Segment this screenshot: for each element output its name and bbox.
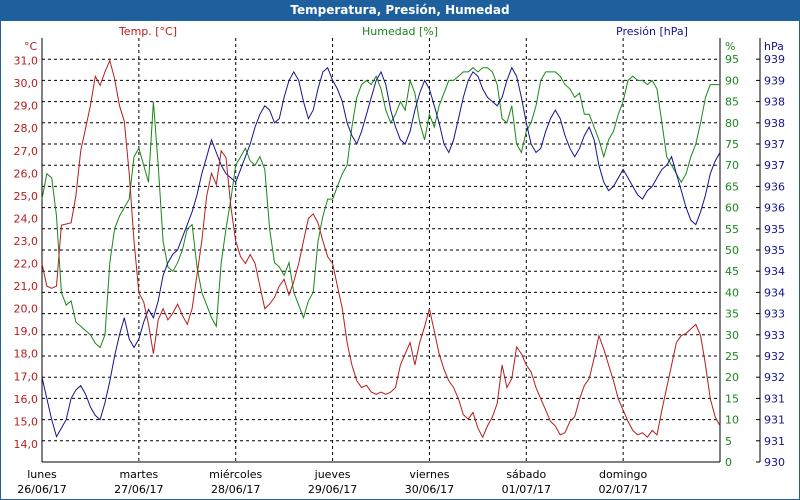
humidity-tick-label: 5 [725,435,732,448]
pressure-tick-label: 933 [764,329,785,342]
humidity-axis: 0 5 10 15 20 25 30 35 40 45 50 55 60 65 70 75 80 85 90 95% [725,40,739,469]
humidity-tick-label: 45 [725,265,739,278]
humidity-tick-label: 50 [725,244,739,257]
day-label: viernes [409,468,449,481]
temp-unit: °C [24,40,38,53]
humidity-unit: % [725,40,735,53]
temp-tick-label: 15,0 [14,415,39,428]
day-label: martes [119,468,158,481]
pressure-tick-label: 935 [764,244,785,257]
humidity-tick-label: 10 [725,414,739,427]
pressure-tick-label: 938 [764,96,785,109]
pressure-tick-label: 931 [764,435,785,448]
date-label: 29/06/17 [308,483,357,496]
temp-tick-label: 16,0 [14,393,39,406]
temp-tick-label: 17,0 [14,370,39,383]
humidity-tick-label: 30 [725,329,739,342]
temp-tick-label: 19,0 [14,325,39,338]
humidity-tick-label: 15 [725,392,739,405]
temp-tick-label: 23,0 [14,235,39,248]
pressure-tick-label: 930 [764,456,785,469]
temp-tick-label: 30,0 [14,77,39,90]
pressure-series-label: Presión [hPa] [616,25,688,38]
humidity-tick-label: 20 [725,371,739,384]
pressure-tick-label: 931 [764,392,785,405]
temperature-line [41,59,721,439]
temp-tick-label: 24,0 [14,212,39,225]
pressure-tick-label: 937 [764,138,785,151]
pressure-axis: 930 931 931 931 932 932 933 933 934 934 935 935 936 9… [756,38,785,469]
series [41,59,721,439]
date-label: 01/07/17 [502,483,551,496]
temp-series-label: Temp. [°C] [118,25,177,38]
temp-tick-label: 22,0 [14,258,39,271]
pressure-tick-label: 937 [764,159,785,172]
humidity-series-label: Humedad [%] [362,25,438,38]
humidity-tick-label: 60 [725,202,739,215]
pressure-tick-label: 935 [764,223,785,236]
humidity-tick-label: 80 [725,117,739,130]
date-axis: lunes 26/06/17 martes 27/06/17 miércoles 28/0… [17,468,648,496]
temperature-axis: 14,0 15,0 16,0 17,0 18,0 19,0 20,0 21,0 22,0 23,0… [14,40,39,451]
day-label: domingo [599,468,647,481]
day-label: miércoles [209,468,262,481]
temp-tick-label: 29,0 [14,100,39,113]
temp-tick-label: 18,0 [14,348,39,361]
pressure-tick-label: 936 [764,180,785,193]
pressure-tick-label: 931 [764,414,785,427]
date-label: 28/06/17 [211,483,260,496]
pressure-tick-label: 932 [764,350,785,363]
series-labels: Temp. [°C] Humedad [%] Presión [hPa] [118,25,688,38]
humidity-tick-label: 40 [725,286,739,299]
humidity-tick-label: 65 [725,180,739,193]
date-label: 26/06/17 [17,483,66,496]
chart-title: Temperatura, Presión, Humedad [0,0,800,20]
humidity-tick-label: 75 [725,138,739,151]
pressure-tick-label: 939 [764,74,785,87]
humidity-line [41,67,720,349]
humidity-tick-label: 35 [725,308,739,321]
pressure-tick-label: 933 [764,308,785,321]
date-label: 30/06/17 [405,483,454,496]
pressure-tick-label: 932 [764,371,785,384]
humidity-tick-label: 90 [725,74,739,87]
pressure-tick-label: 934 [764,286,785,299]
humidity-tick-label: 0 [725,456,732,469]
temp-tick-label: 31,0 [14,55,39,68]
pressure-tick-label: 936 [764,202,785,215]
pressure-line [41,66,721,438]
temp-tick-label: 28,0 [14,122,39,135]
grid [41,38,721,463]
day-label: jueves [314,468,351,481]
humidity-tick-label: 95 [725,53,739,66]
pressure-unit: hPa [764,40,784,53]
pressure-tick-label: 939 [764,53,785,66]
humidity-tick-label: 85 [725,96,739,109]
temp-tick-label: 21,0 [14,280,39,293]
temp-tick-label: 27,0 [14,145,39,158]
date-label: 02/07/17 [598,483,647,496]
temp-tick-label: 14,0 [14,438,39,451]
temp-tick-label: 26,0 [14,167,39,180]
humidity-tick-label: 70 [725,159,739,172]
pressure-tick-label: 938 [764,117,785,130]
temp-tick-label: 25,0 [14,190,39,203]
pressure-tick-label: 934 [764,265,785,278]
day-label: sábado [506,468,546,481]
day-label: lunes [27,468,57,481]
humidity-tick-label: 55 [725,223,739,236]
humidity-tick-label: 25 [725,350,739,363]
date-label: 27/06/17 [114,483,163,496]
temp-tick-label: 20,0 [14,303,39,316]
